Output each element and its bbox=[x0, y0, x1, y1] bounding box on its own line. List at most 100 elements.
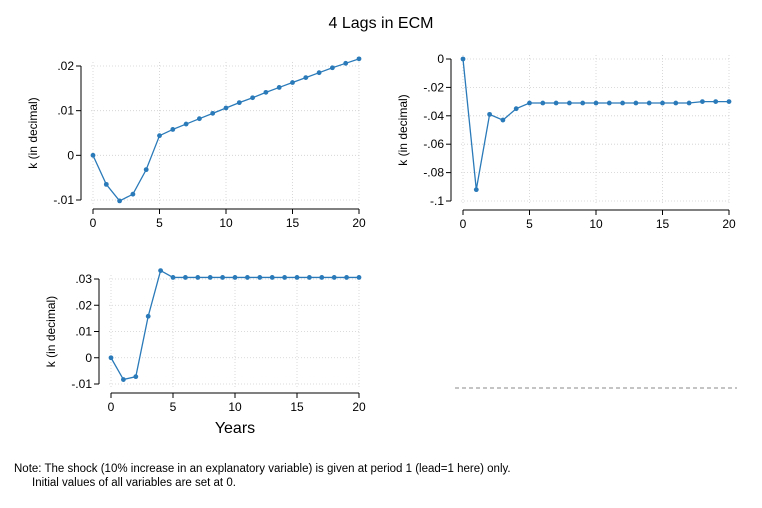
panel1-data-point bbox=[303, 75, 308, 80]
panel1-x-tick-label: 0 bbox=[90, 216, 97, 230]
panel1-data-point bbox=[237, 100, 242, 105]
panel1-x-tick-label: 20 bbox=[352, 216, 366, 230]
panel3-data-point bbox=[133, 374, 138, 379]
panel1-data-point bbox=[104, 182, 109, 187]
panel2-y-tick-label: -.06 bbox=[423, 137, 444, 151]
panel3-data-point bbox=[257, 275, 262, 280]
panel2-data-point bbox=[673, 101, 678, 106]
panel2-data-point bbox=[487, 112, 492, 117]
panel1-data-point bbox=[317, 70, 322, 75]
panel2-y-tick-label: -.02 bbox=[423, 80, 444, 94]
panel3-x-tick-label: 10 bbox=[228, 400, 242, 414]
panel1-data-point bbox=[117, 198, 122, 203]
panel3-y-tick-label: 0 bbox=[85, 351, 92, 365]
panel3-data-point bbox=[307, 275, 312, 280]
panel3-data-point bbox=[233, 275, 238, 280]
panel2-x-tick-label: 15 bbox=[656, 217, 670, 231]
panel2-data-point bbox=[660, 101, 665, 106]
panel3-data-point bbox=[220, 275, 225, 280]
panel1-x-tick-label: 10 bbox=[219, 216, 233, 230]
panel1-data-point bbox=[197, 116, 202, 121]
panel3-x-tick-label: 20 bbox=[352, 400, 366, 414]
panel3-data-point bbox=[357, 275, 362, 280]
panel3-data-point bbox=[208, 275, 213, 280]
chart-title: 4 Lags in ECM bbox=[329, 15, 434, 32]
panel3-data-point bbox=[332, 275, 337, 280]
panel1-data-point bbox=[184, 122, 189, 127]
panel1-data-point bbox=[91, 153, 96, 158]
panel3-data-point bbox=[282, 275, 287, 280]
panel2-y-tick-label: -.08 bbox=[423, 166, 444, 180]
panel3-data-point bbox=[109, 355, 114, 360]
panel2-data-point bbox=[461, 57, 466, 62]
panel2-data-point bbox=[514, 106, 519, 111]
panel2-y-axis-label: k (in decimal) bbox=[396, 94, 410, 165]
panel3-x-tick-label: 0 bbox=[108, 400, 115, 414]
panel1-y-axis-label: k (in decimal) bbox=[26, 97, 40, 168]
panel2-x-tick-label: 0 bbox=[460, 217, 467, 231]
panel3-data-point bbox=[295, 275, 300, 280]
panel2-x-tick-label: 10 bbox=[589, 217, 603, 231]
panel3-x-axis-label: Years bbox=[215, 420, 255, 437]
panel1-data-point bbox=[170, 127, 175, 132]
panel1-data-point bbox=[290, 80, 295, 85]
panel2-data-point bbox=[540, 101, 545, 106]
panel1-data-point bbox=[357, 56, 362, 61]
panel2-data-point bbox=[620, 101, 625, 106]
panel2-data-point bbox=[554, 101, 559, 106]
panel1-y-tick-label: .01 bbox=[57, 104, 74, 118]
footnote-line-1: Note: The shock (10% increase in an expl… bbox=[14, 462, 511, 476]
panel3-series-line bbox=[111, 271, 359, 380]
panel3-x-tick-label: 15 bbox=[290, 400, 304, 414]
panel3-data-point bbox=[171, 275, 176, 280]
panel2-y-tick-label: 0 bbox=[437, 52, 444, 66]
panel3-y-tick-label: -.01 bbox=[71, 377, 92, 391]
panel1-data-point bbox=[131, 192, 136, 197]
panel1-data-point bbox=[264, 90, 269, 95]
panel3-y-tick-label: .02 bbox=[75, 298, 92, 312]
panel1-data-point bbox=[157, 133, 162, 138]
panel1-data-point bbox=[224, 106, 229, 111]
panel2-x-tick-label: 20 bbox=[722, 217, 736, 231]
panel1-x-tick-label: 5 bbox=[156, 216, 163, 230]
panel3-data-point bbox=[158, 268, 163, 273]
panel3-data-point bbox=[270, 275, 275, 280]
panel2-data-point bbox=[700, 99, 705, 104]
panel3-data-point bbox=[146, 314, 151, 319]
panel3-data-point bbox=[344, 275, 349, 280]
panel3-y-axis-label: k (in decimal) bbox=[44, 296, 58, 367]
panel3-y-tick-label: .01 bbox=[75, 325, 92, 339]
panel2-data-point bbox=[634, 101, 639, 106]
panel3-data-point bbox=[245, 275, 250, 280]
panel1-y-tick-label: .02 bbox=[57, 59, 74, 73]
panel1-y-tick-label: 0 bbox=[67, 148, 74, 162]
panel2-data-point bbox=[607, 101, 612, 106]
panel1-x-tick-label: 15 bbox=[286, 216, 300, 230]
panel2-data-point bbox=[567, 101, 572, 106]
panel1-data-point bbox=[144, 167, 149, 172]
panel3-data-point bbox=[195, 275, 200, 280]
panel2-data-point bbox=[501, 118, 506, 123]
panel1-data-point bbox=[277, 85, 282, 90]
panel2-data-point bbox=[474, 187, 479, 192]
panel2-data-point bbox=[713, 99, 718, 104]
panel2-data-point bbox=[580, 101, 585, 106]
panel2-y-tick-label: -.04 bbox=[423, 109, 444, 123]
panel3-data-point bbox=[183, 275, 188, 280]
panel1-data-point bbox=[210, 111, 215, 116]
panel2-data-point bbox=[527, 101, 532, 106]
panel1-data-point bbox=[250, 95, 255, 100]
panel2-x-tick-label: 5 bbox=[526, 217, 533, 231]
panel3-x-tick-label: 5 bbox=[170, 400, 177, 414]
footnote: Note: The shock (10% increase in an expl… bbox=[14, 462, 511, 490]
panel2-data-point bbox=[687, 101, 692, 106]
panel3-data-point bbox=[319, 275, 324, 280]
panel1-y-tick-label: -.01 bbox=[53, 193, 74, 207]
panel1-data-point bbox=[330, 65, 335, 70]
panel3-y-tick-label: .03 bbox=[75, 272, 92, 286]
panel2-data-point bbox=[727, 99, 732, 104]
panel2-data-point bbox=[647, 101, 652, 106]
panel3-data-point bbox=[121, 377, 126, 382]
panel2-data-point bbox=[594, 101, 599, 106]
